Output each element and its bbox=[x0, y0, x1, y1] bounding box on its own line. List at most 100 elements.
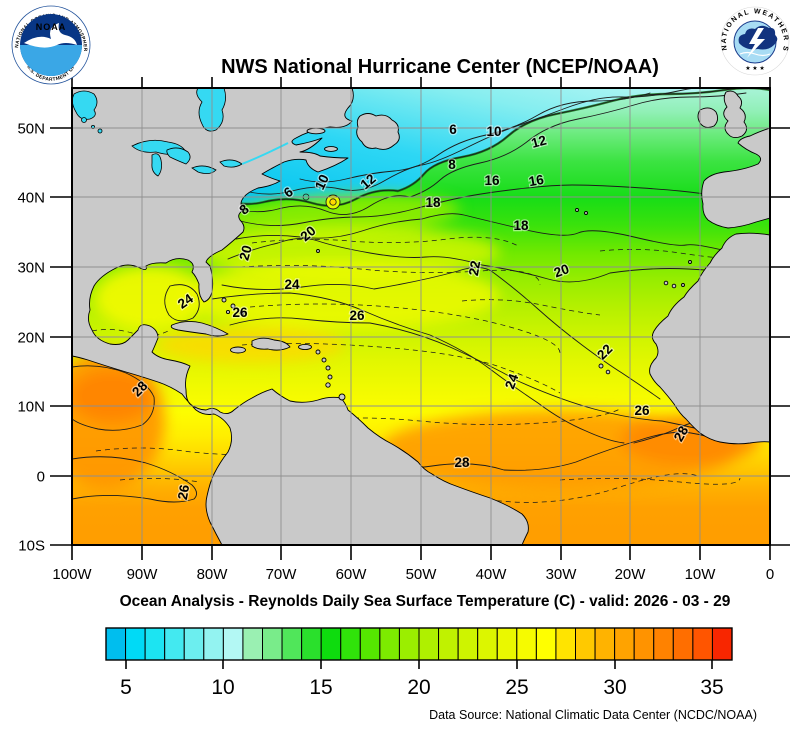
contour-label: 26 bbox=[634, 403, 650, 418]
colorbar-cells bbox=[105, 627, 733, 661]
isotherm-24 bbox=[211, 292, 625, 444]
lon-axis-label: 80W bbox=[197, 566, 229, 583]
colorbar-cell bbox=[516, 627, 537, 661]
lat-axis-label: 50N bbox=[17, 121, 45, 138]
contour-label: 24 bbox=[284, 277, 300, 292]
map-subtitle: Ocean Analysis - Reynolds Daily Sea Surf… bbox=[120, 593, 731, 610]
colorbar-cell bbox=[418, 627, 440, 661]
contour-label: 6 bbox=[449, 122, 457, 137]
lon-axis-label: 60W bbox=[336, 566, 368, 583]
isotherm-dashed bbox=[91, 329, 169, 336]
colorbar-cell bbox=[183, 627, 205, 661]
lesser-antilles-island bbox=[325, 365, 331, 371]
lon-axis-label: 20W bbox=[615, 566, 647, 583]
noaa-globe-bottom bbox=[20, 45, 82, 76]
contour-label: 10 bbox=[312, 172, 332, 192]
data-source-note: Data Source: National Climatic Data Cent… bbox=[429, 708, 757, 722]
lake-michigan bbox=[151, 153, 162, 177]
azores-island bbox=[584, 211, 588, 215]
isotherm-28-pacific bbox=[72, 365, 155, 431]
cuba bbox=[170, 320, 229, 337]
colorbar-cell bbox=[320, 627, 342, 661]
contour-label: 18 bbox=[425, 195, 441, 210]
puerto-rico bbox=[298, 343, 312, 351]
trinidad bbox=[338, 393, 346, 401]
caribbean-tint bbox=[155, 327, 345, 363]
colorbar-cell bbox=[359, 627, 381, 661]
jamaica bbox=[230, 346, 246, 354]
colorbar-cell bbox=[242, 627, 264, 661]
colorbar-cell bbox=[711, 627, 733, 661]
isotherm-dashed bbox=[239, 265, 541, 286]
colorbar-tick-label: 10 bbox=[211, 676, 234, 699]
colorbar-cell bbox=[614, 627, 635, 661]
colorbar-cell bbox=[672, 627, 694, 661]
colorbar-cell bbox=[575, 627, 596, 661]
lesser-antilles-island bbox=[327, 374, 333, 380]
colorbar-tick-label: 5 bbox=[120, 676, 132, 699]
isotherm-12 bbox=[221, 92, 747, 215]
nws-wave-icon bbox=[739, 51, 771, 57]
colorbar-axis: 5 10 15 20 25 30 35 bbox=[120, 660, 724, 699]
noaa-acronym: NOAA bbox=[36, 22, 67, 32]
contour-label: 26 bbox=[349, 308, 365, 323]
hudson-bay-lakes bbox=[72, 90, 98, 120]
contour-label: 8 bbox=[448, 157, 456, 172]
colorbar-cell bbox=[203, 627, 224, 661]
colorbar-cell bbox=[535, 627, 557, 661]
noaa-seagull-icon bbox=[24, 23, 77, 48]
prince-edward-island bbox=[324, 146, 338, 152]
warm-core-eddy-center bbox=[329, 198, 337, 206]
isotherm-dashed bbox=[241, 343, 561, 394]
colorbar-cell bbox=[457, 627, 479, 661]
contour-label: 26 bbox=[232, 305, 248, 320]
colorbar-cell bbox=[164, 627, 185, 661]
isotherm-dashed bbox=[299, 408, 621, 425]
contour-label: 12 bbox=[530, 132, 548, 150]
isotherm-dashed bbox=[559, 477, 741, 485]
azores-island bbox=[575, 208, 579, 212]
isotherm-dashed bbox=[249, 303, 561, 354]
isotherm-dashed bbox=[119, 478, 201, 483]
lake-huron bbox=[166, 147, 191, 165]
nws-stars: ★ ★ ★ bbox=[745, 65, 764, 72]
colorbar-cell bbox=[653, 627, 674, 661]
canary-island bbox=[663, 280, 669, 286]
colorbar-cell bbox=[477, 627, 498, 661]
lon-axis-label: 90W bbox=[127, 566, 159, 583]
colorbar-tick-label: 35 bbox=[700, 676, 723, 699]
isotherm-dashed bbox=[461, 299, 601, 316]
lon-axis-label: 70W bbox=[266, 566, 298, 583]
isotherm-10 bbox=[299, 92, 651, 183]
lat-axis-label: 20N bbox=[17, 330, 45, 347]
gulf-of-mexico-tint bbox=[95, 266, 205, 330]
isotherm-dashed bbox=[379, 473, 701, 503]
cape-verde-island bbox=[598, 363, 604, 369]
isotherm-dashed bbox=[599, 249, 741, 260]
lat-axis-label: 10S bbox=[18, 538, 45, 555]
colorbar-cell bbox=[496, 627, 518, 661]
anticosti-island bbox=[306, 127, 326, 135]
colorbar-cell bbox=[262, 627, 283, 661]
contour-label: 18 bbox=[513, 218, 529, 233]
bahamas-island bbox=[230, 303, 236, 309]
hispaniola bbox=[251, 337, 291, 351]
colorbar-cell bbox=[633, 627, 655, 661]
contour-label: 16 bbox=[484, 173, 500, 188]
colorbar-cell bbox=[144, 627, 166, 661]
colorbar-cell bbox=[398, 627, 420, 661]
canary-island bbox=[671, 283, 677, 289]
isotherm-18 bbox=[235, 213, 770, 258]
isotherm-26-pacific bbox=[72, 456, 197, 503]
contour-label: 26 bbox=[175, 483, 192, 501]
colorbar-cell bbox=[340, 627, 361, 661]
bermuda bbox=[316, 249, 320, 253]
colorbar: 5 10 15 20 25 30 35 bbox=[105, 627, 733, 699]
contour-label: 28 bbox=[454, 455, 470, 470]
madeira bbox=[688, 260, 692, 264]
bahamas-island bbox=[225, 309, 231, 315]
colorbar-tick-label: 25 bbox=[505, 676, 528, 699]
colorbar-cell bbox=[555, 627, 577, 661]
